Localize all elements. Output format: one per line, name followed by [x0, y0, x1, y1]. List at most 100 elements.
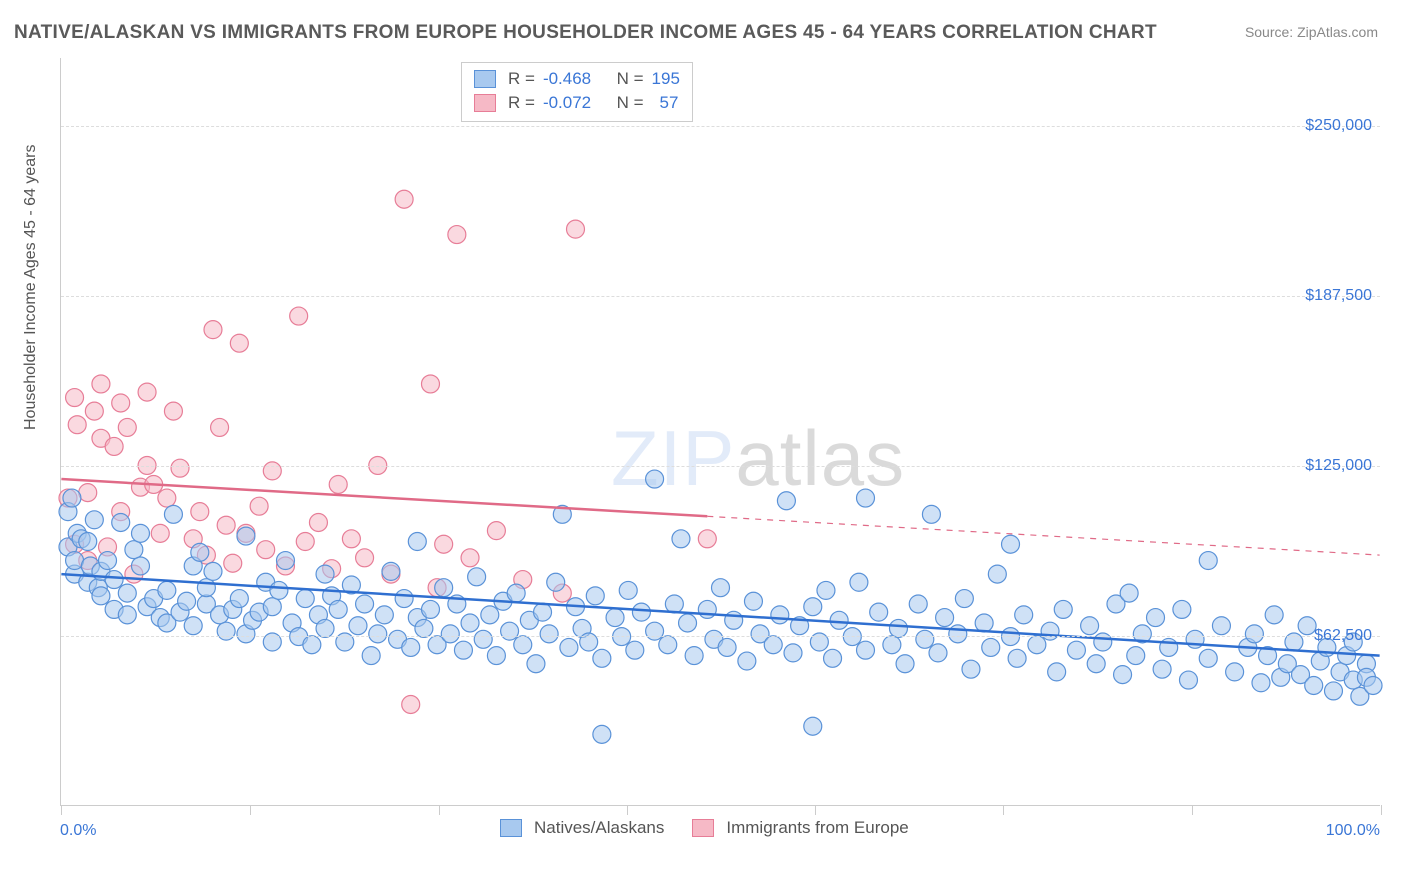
scatter-point	[105, 571, 123, 589]
scatter-point	[1147, 609, 1165, 627]
swatch-pink	[692, 819, 714, 837]
scatter-point	[131, 524, 149, 542]
scatter-point	[329, 475, 347, 493]
scatter-point	[606, 609, 624, 627]
scatter-point	[131, 557, 149, 575]
scatter-point	[92, 587, 110, 605]
scatter-point	[1127, 647, 1145, 665]
scatter-point	[850, 573, 868, 591]
scatter-point	[784, 644, 802, 662]
scatter-point	[771, 606, 789, 624]
scatter-point	[158, 489, 176, 507]
scatter-point	[804, 598, 822, 616]
scatter-point	[230, 334, 248, 352]
x-tick	[250, 805, 251, 815]
scatter-point	[1245, 625, 1263, 643]
scatter-point	[191, 543, 209, 561]
scatter-point	[276, 552, 294, 570]
scatter-point	[619, 581, 637, 599]
scatter-point	[178, 592, 196, 610]
scatter-point	[237, 527, 255, 545]
scatter-point	[356, 595, 374, 613]
scatter-point	[316, 619, 334, 637]
trend-line-dashed	[707, 516, 1379, 555]
scatter-point	[1212, 617, 1230, 635]
scatter-point	[92, 375, 110, 393]
scatter-point	[184, 617, 202, 635]
scatter-point	[883, 636, 901, 654]
scatter-point	[118, 584, 136, 602]
scatter-point	[422, 600, 440, 618]
scatter-point	[593, 725, 611, 743]
scatter-point	[487, 647, 505, 665]
scatter-point	[889, 619, 907, 637]
scatter-point	[118, 606, 136, 624]
scatter-point	[712, 579, 730, 597]
scatter-point	[415, 619, 433, 637]
scatter-point	[112, 394, 130, 412]
grid-line	[61, 466, 1380, 467]
scatter-point	[857, 641, 875, 659]
scatter-point	[916, 630, 934, 648]
scatter-point	[1087, 655, 1105, 673]
x-tick	[61, 805, 62, 815]
scatter-point	[468, 568, 486, 586]
scatter-point	[342, 530, 360, 548]
scatter-point	[501, 622, 519, 640]
scatter-point	[547, 573, 565, 591]
scatter-point	[626, 641, 644, 659]
scatter-point	[962, 660, 980, 678]
scatter-point	[1067, 641, 1085, 659]
scatter-point	[698, 600, 716, 618]
scatter-point	[441, 625, 459, 643]
scatter-point	[68, 416, 86, 434]
scatter-point	[197, 579, 215, 597]
scatter-point	[1199, 552, 1217, 570]
scatter-point	[118, 418, 136, 436]
scatter-point	[1265, 606, 1283, 624]
scatter-point	[151, 524, 169, 542]
scatter-point	[164, 505, 182, 523]
scatter-point	[435, 579, 453, 597]
scatter-point	[804, 717, 822, 735]
scatter-point	[1252, 674, 1270, 692]
y-tick-label: $250,000	[1305, 117, 1372, 135]
scatter-point	[514, 636, 532, 654]
scatter-point	[988, 565, 1006, 583]
scatter-point	[257, 541, 275, 559]
scatter-point	[422, 375, 440, 393]
scatter-point	[1015, 606, 1033, 624]
chart-title: NATIVE/ALASKAN VS IMMIGRANTS FROM EUROPE…	[14, 22, 1157, 44]
scatter-point	[1028, 636, 1046, 654]
scatter-point	[975, 614, 993, 632]
scatter-point	[224, 554, 242, 572]
scatter-point	[672, 530, 690, 548]
scatter-point	[1054, 600, 1072, 618]
scatter-point	[63, 489, 81, 507]
scatter-point	[1364, 676, 1382, 694]
legend-item-pink: Immigrants from Europe	[692, 818, 908, 838]
scatter-point	[204, 562, 222, 580]
scatter-point	[85, 402, 103, 420]
scatter-point	[679, 614, 697, 632]
scatter-point	[685, 647, 703, 665]
scatter-point	[1173, 600, 1191, 618]
scatter-point	[171, 459, 189, 477]
scatter-point	[922, 505, 940, 523]
scatter-point	[1305, 676, 1323, 694]
scatter-point	[250, 497, 268, 515]
y-axis-title: Householder Income Ages 45 - 64 years	[22, 145, 40, 431]
scatter-point	[698, 530, 716, 548]
legend-label-pink: Immigrants from Europe	[726, 818, 908, 838]
scatter-point	[527, 655, 545, 673]
scatter-point	[138, 383, 156, 401]
plot-area: ZIPatlas R = -0.468 N = 195 R = -0.072 N…	[60, 58, 1380, 806]
scatter-point	[665, 595, 683, 613]
scatter-point	[540, 625, 558, 643]
scatter-point	[454, 641, 472, 659]
scatter-point	[725, 611, 743, 629]
scatter-point	[164, 402, 182, 420]
y-tick-label: $62,500	[1314, 627, 1372, 645]
scatter-point	[481, 606, 499, 624]
scatter-point	[718, 638, 736, 656]
